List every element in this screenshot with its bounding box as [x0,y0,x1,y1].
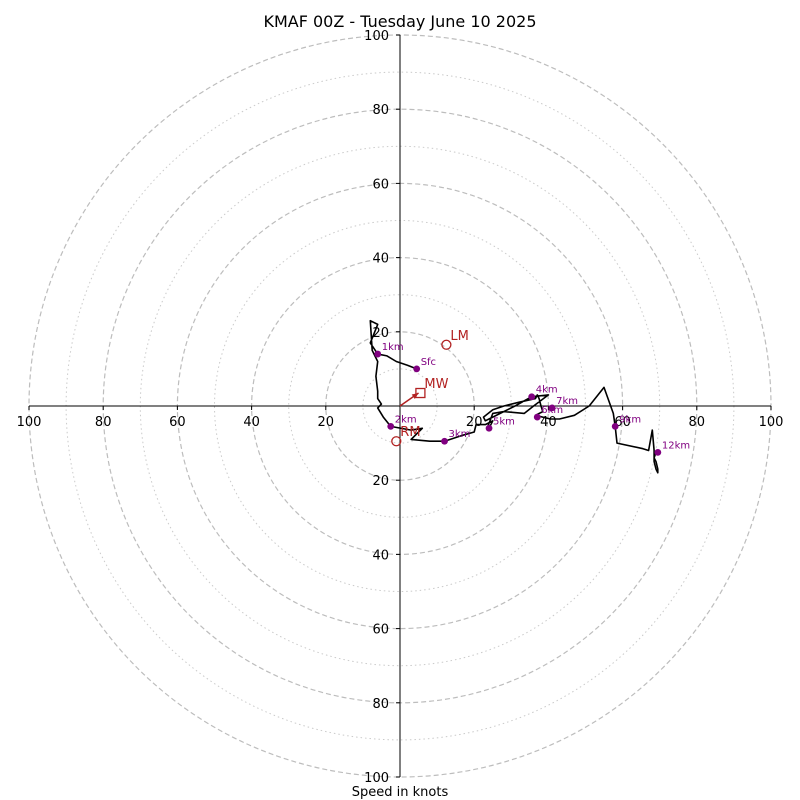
height-marker-7km [548,404,556,412]
x-axis-label: Speed in knots [352,785,449,800]
height-marker-9km [611,423,619,430]
storm-motion-label-rm: RM [400,425,420,440]
tick-label-x-left-40: 40 [243,415,260,430]
height-marker-label-7km: 7km [556,396,578,407]
tick-label-x-right-20: 20 [466,415,483,430]
wind-trace [369,319,660,474]
height-marker-1km [374,350,382,358]
chart-title: KMAF 00Z - Tuesday June 10 2025 [263,12,536,31]
height-marker-3km [441,437,448,445]
tick-label-x-left-100: 100 [17,415,42,430]
height-marker-label-3km: 3km [449,429,471,440]
storm-motion-marker-mw [415,387,426,399]
tick-label-x-left-80: 80 [95,415,112,430]
height-marker-2km [387,423,395,430]
wind-trace-line [369,319,660,474]
tick-label-y-top-60: 60 [372,177,389,192]
tick-label-y-bottom-80: 80 [372,697,389,712]
height-marker-6km [533,413,541,421]
height-marker-label-9km: 9km [619,414,641,425]
storm-motion-marker-rm [391,436,402,447]
tick-label-y-top-80: 80 [372,103,389,118]
storm-motion-label-mw: MW [424,377,448,392]
shear-vector-arrowhead [411,393,419,399]
tick-label-x-right-100: 100 [759,415,784,430]
tick-labels: 100 80 60 40 20 20 40 60 80 100100806040202040608… [17,29,784,786]
height-marker-5km [485,424,493,432]
storm-motion-label-lm: LM [450,329,468,344]
height-marker-label-4km: 4km [536,385,558,396]
tick-label-x-right-80: 80 [689,415,706,430]
height-marker-4km [528,393,536,401]
tick-label-y-top-40: 40 [372,252,389,267]
tick-label-y-bottom-40: 40 [372,548,389,563]
tick-label-y-top-100: 100 [364,29,389,44]
height-marker-12km [654,448,662,456]
height-marker-label-5km: 5km [493,416,515,427]
tick-label-x-left-20: 20 [318,415,335,430]
tick-label-x-left-60: 60 [169,415,186,430]
height-marker-label-2km: 2km [395,414,417,425]
tick-label-y-top-20: 20 [372,326,389,341]
tick-label-y-bottom-20: 20 [372,474,389,489]
tick-label-y-bottom-100: 100 [364,771,389,786]
height-marker-label-12km: 12km [662,440,690,451]
storm-motion-marker-lm [441,339,452,350]
height-marker-sfc [413,365,421,373]
height-marker-label-1km: 1km [382,342,404,353]
height-marker-label-sfc: Sfc [421,357,436,368]
tick-label-y-bottom-60: 60 [372,623,389,638]
height-markers: Sfc1km2km3km4km5km6km7km9km12km [374,342,690,456]
storm-motion-markers: LM MW RM [391,329,469,447]
